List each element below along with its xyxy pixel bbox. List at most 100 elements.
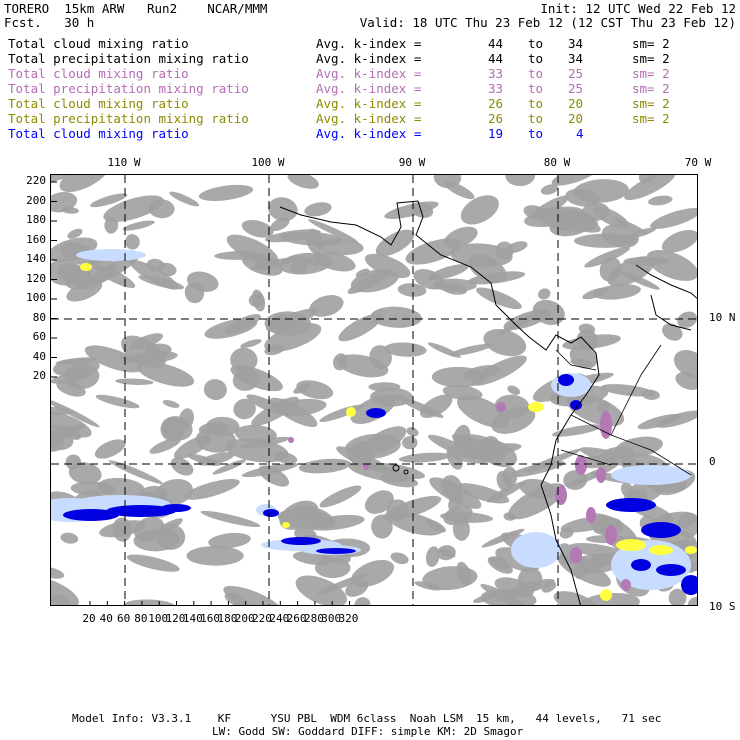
cloud-blob xyxy=(239,436,290,449)
x-tick-label: 140 xyxy=(182,612,203,625)
cloud-blob xyxy=(628,227,657,239)
precip-purple-blob xyxy=(575,455,587,475)
cloud-blob xyxy=(355,268,370,278)
cloud-blob xyxy=(122,220,155,231)
legend-to: to xyxy=(528,66,544,81)
precip-purple-blob xyxy=(570,547,582,563)
cloud-blob xyxy=(125,234,140,250)
cloud-blob xyxy=(364,253,411,279)
cloud-blob xyxy=(406,427,419,437)
cloud-blob xyxy=(51,406,72,416)
cloud-blob xyxy=(309,295,344,317)
longitude-label: 90 W xyxy=(398,156,426,169)
cloud-blob xyxy=(55,357,98,365)
cloud-blob xyxy=(402,436,418,450)
cloud-blob xyxy=(170,457,194,476)
model-title: TORERO 15km ARW Run2 NCAR/MMM xyxy=(4,1,268,16)
galapagos-island xyxy=(392,464,400,472)
y-tick-label: 120 xyxy=(26,271,46,285)
precip-strong-blob xyxy=(631,559,651,571)
cloud-blob xyxy=(95,394,140,409)
cloud-blob xyxy=(480,583,531,605)
cloud-blob xyxy=(371,514,393,539)
x-tick-label: 200 xyxy=(234,612,255,625)
cloud-blob xyxy=(483,329,527,357)
init-time: Init: 12 UTC Wed 22 Feb 12 xyxy=(540,1,736,16)
cloud-blob xyxy=(453,424,471,449)
cloud-blob xyxy=(456,483,510,504)
x-tick-label: 160 xyxy=(200,612,221,625)
legend-k-to: 20 xyxy=(568,111,584,126)
cloud-blob xyxy=(224,592,246,605)
cloud-blob xyxy=(264,323,322,352)
legend-sm: sm= 2 xyxy=(632,81,670,96)
precip-yellow-blob xyxy=(346,407,356,417)
x-tick-label: 260 xyxy=(286,612,307,625)
cloud-blob xyxy=(468,254,507,283)
cloud-blob xyxy=(601,223,639,248)
precip-strong-blob xyxy=(316,548,356,554)
cloud-blob xyxy=(397,283,427,297)
cloud-blob xyxy=(662,323,683,341)
cloud-blob xyxy=(67,228,83,239)
legend-to: to xyxy=(528,36,544,51)
cloud-blob xyxy=(115,378,154,385)
cloud-blob xyxy=(599,257,622,282)
cloud-blob xyxy=(51,191,78,213)
cloud-blob xyxy=(186,546,244,566)
y-tick-label: 80 xyxy=(32,310,46,324)
cloud-blob xyxy=(126,554,180,572)
cloud-blob xyxy=(398,452,451,463)
cloud-blob xyxy=(592,206,630,229)
cloud-blob xyxy=(223,585,283,605)
cloud-blob xyxy=(161,416,193,441)
y-tick-label: 140 xyxy=(26,252,46,265)
legend-avg-label: Avg. k-index = xyxy=(316,66,422,81)
cloud-blob xyxy=(64,363,100,390)
precip-strong-blob xyxy=(63,509,119,521)
legend-k-from: 33 xyxy=(488,81,504,96)
legend-row: Total precipitation mixing ratio Avg. k-i… xyxy=(8,81,708,96)
cloud-blob xyxy=(298,458,351,474)
longitude-label: 70 W xyxy=(684,156,712,169)
precip-light-blob xyxy=(611,465,691,485)
cloud-blob xyxy=(472,355,527,386)
cloud-blob xyxy=(268,197,298,222)
coastline-venezuela xyxy=(650,294,692,331)
longitude-label: 80 W xyxy=(543,156,571,169)
cloud-blob xyxy=(212,459,247,475)
coastline-north xyxy=(635,264,697,299)
precip-purple-blob xyxy=(605,525,617,545)
legend-field: Total cloud mixing ratio xyxy=(8,36,189,51)
precip-light-blob xyxy=(76,249,146,261)
cloud-blob xyxy=(574,557,589,579)
cloud-blob xyxy=(405,238,462,265)
cloud-blob xyxy=(590,555,608,568)
cloud-blob xyxy=(410,202,434,218)
precip-yellow-blob xyxy=(649,545,673,555)
cloud-blob xyxy=(457,395,510,428)
cloud-blob xyxy=(383,342,427,357)
cloud-blob xyxy=(540,184,559,195)
x-tick-label: 220 xyxy=(252,612,272,625)
cloud-blob xyxy=(661,229,697,253)
cloud-blob xyxy=(551,424,603,437)
cloud-blob xyxy=(97,477,145,498)
cloud-blob xyxy=(551,175,600,186)
cloud-blob xyxy=(51,566,65,579)
y-tick-label: 220 xyxy=(26,174,46,187)
precip-strong-blob xyxy=(281,537,321,545)
legend-to: to xyxy=(528,51,544,66)
cloud-blob xyxy=(578,592,640,605)
legend-to: to xyxy=(528,81,544,96)
legend-k-from: 44 xyxy=(488,36,504,51)
legend-row: Total cloud mixing ratio Avg. k-index = 33… xyxy=(8,66,708,81)
cloud-blob xyxy=(524,206,585,228)
cloud-blob xyxy=(65,454,82,470)
precip-strong-blob xyxy=(558,374,574,386)
cloud-blob xyxy=(541,581,557,593)
legend-field: Total precipitation mixing ratio xyxy=(8,81,249,96)
cloud-blob xyxy=(413,269,445,290)
cloud-blob xyxy=(379,474,419,488)
legend-field: Total cloud mixing ratio xyxy=(8,126,189,141)
